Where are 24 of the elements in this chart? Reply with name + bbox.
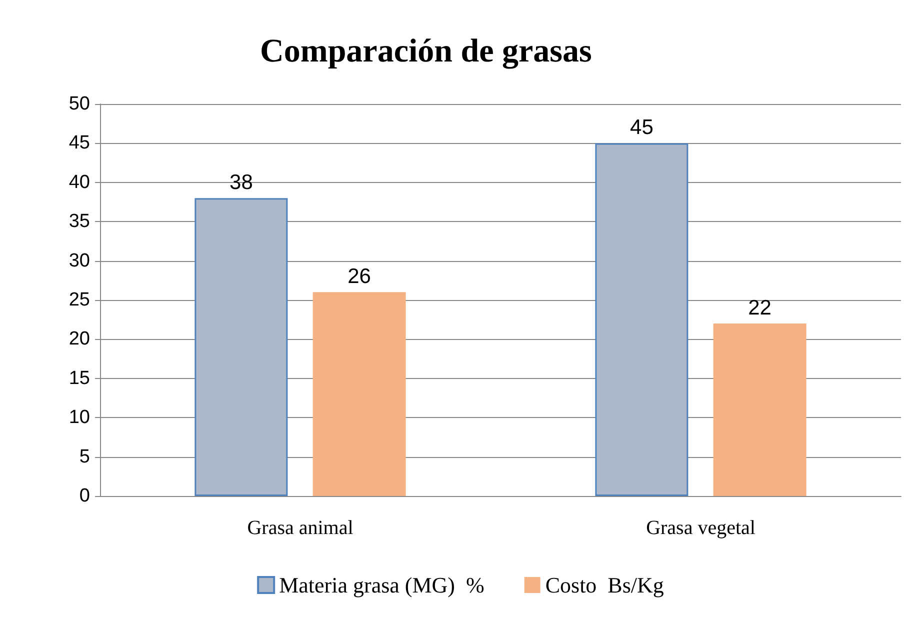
bar: [194, 198, 288, 496]
chart-title: Comparación de grasas: [260, 34, 592, 70]
bar: [713, 324, 806, 496]
y-tick-label: 15: [68, 368, 90, 389]
y-tick-label: 5: [79, 446, 90, 468]
y-tick-label: 10: [68, 407, 90, 428]
data-label: 38: [230, 171, 253, 194]
data-label: 45: [630, 116, 654, 140]
y-tick-label: 20: [68, 328, 90, 350]
y-tick-label: 35: [68, 211, 90, 232]
y-tick-label: 50: [68, 94, 90, 114]
bar: [595, 143, 688, 496]
legend-label: Costo Bs/Kg: [545, 572, 664, 598]
y-tick-label: 0: [79, 486, 90, 506]
x-tick-label: Grasa vegetal: [646, 517, 756, 539]
y-tick-label: 45: [68, 132, 90, 154]
data-label: 22: [748, 296, 772, 320]
y-tick-label: 40: [68, 172, 90, 193]
bar: [312, 292, 406, 496]
y-tick-label: 30: [68, 250, 90, 272]
data-label: 26: [348, 265, 371, 288]
x-tick-label: Grasa animal: [247, 517, 354, 539]
legend-label: Materia grasa (MG) %: [279, 572, 484, 598]
y-tick-label: 25: [68, 290, 90, 310]
